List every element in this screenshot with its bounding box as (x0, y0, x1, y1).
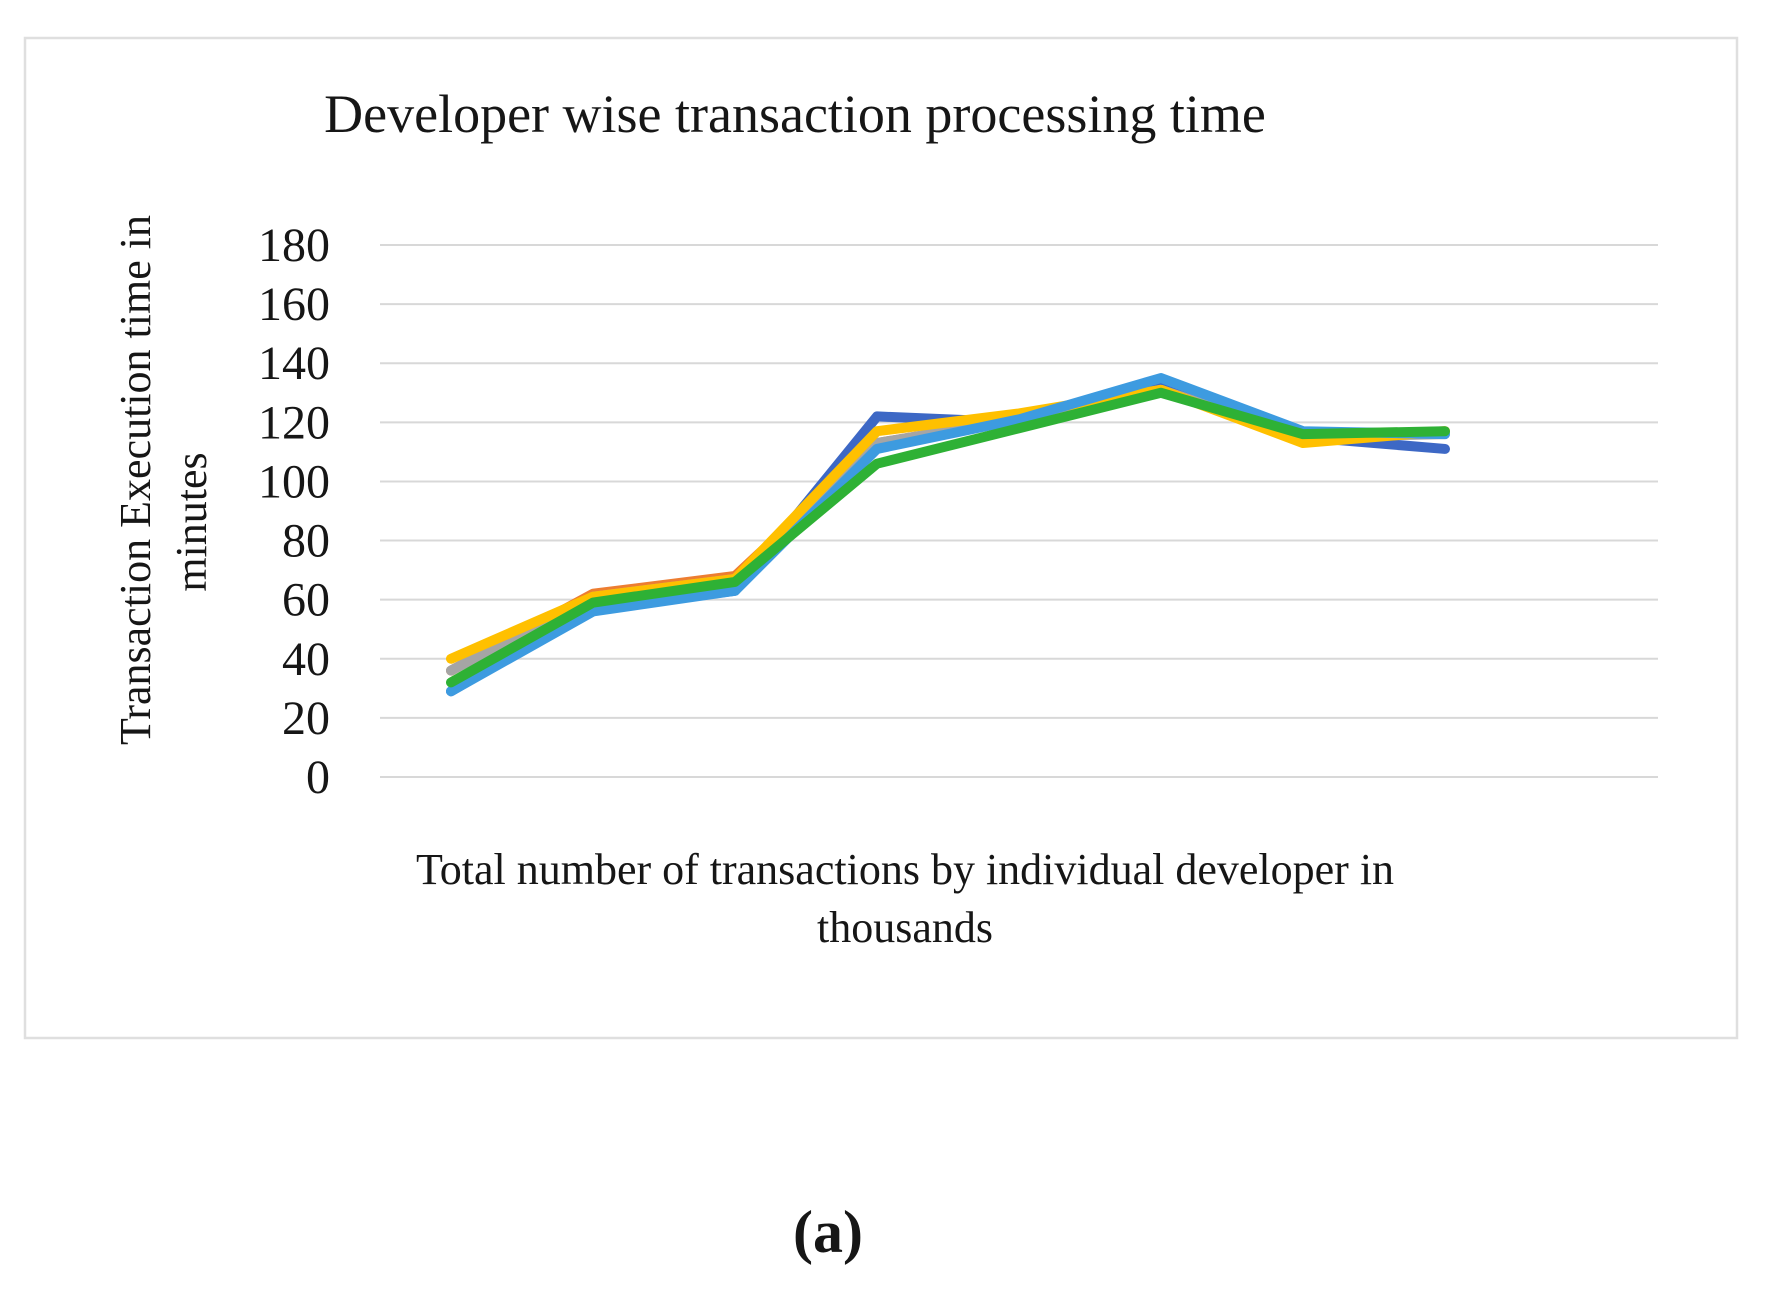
y-tick-label: 20 (282, 692, 330, 745)
data-series-lines (446, 373, 1450, 697)
chart-border (23, 36, 1739, 1040)
gridlines (380, 244, 1658, 778)
y-tick-label: 140 (258, 337, 330, 390)
y-tick-label: 180 (258, 219, 330, 272)
y-tick-label: 40 (282, 633, 330, 686)
y-axis-title-line1: Transaction Execution time in (111, 215, 160, 745)
y-tick-label: 120 (258, 396, 330, 449)
y-tick-label: 0 (306, 751, 330, 804)
y-tick-label: 60 (282, 574, 330, 627)
series-yellow-line (446, 384, 1450, 664)
y-axis-tick-labels: 180 160 140 120 100 80 60 40 20 0 (258, 219, 330, 804)
y-tick-label: 100 (258, 455, 330, 508)
subfigure-caption: (a) (793, 1199, 863, 1265)
chart-title: Developer wise transaction processing ti… (324, 84, 1266, 144)
y-tick-label: 160 (258, 278, 330, 331)
x-axis-title-line2: thousands (817, 903, 993, 952)
series-green-line (446, 387, 1450, 688)
y-tick-label: 80 (282, 515, 330, 568)
x-axis-title-line1: Total number of transactions by individu… (416, 845, 1394, 894)
y-axis-title-line2: minutes (167, 452, 216, 591)
